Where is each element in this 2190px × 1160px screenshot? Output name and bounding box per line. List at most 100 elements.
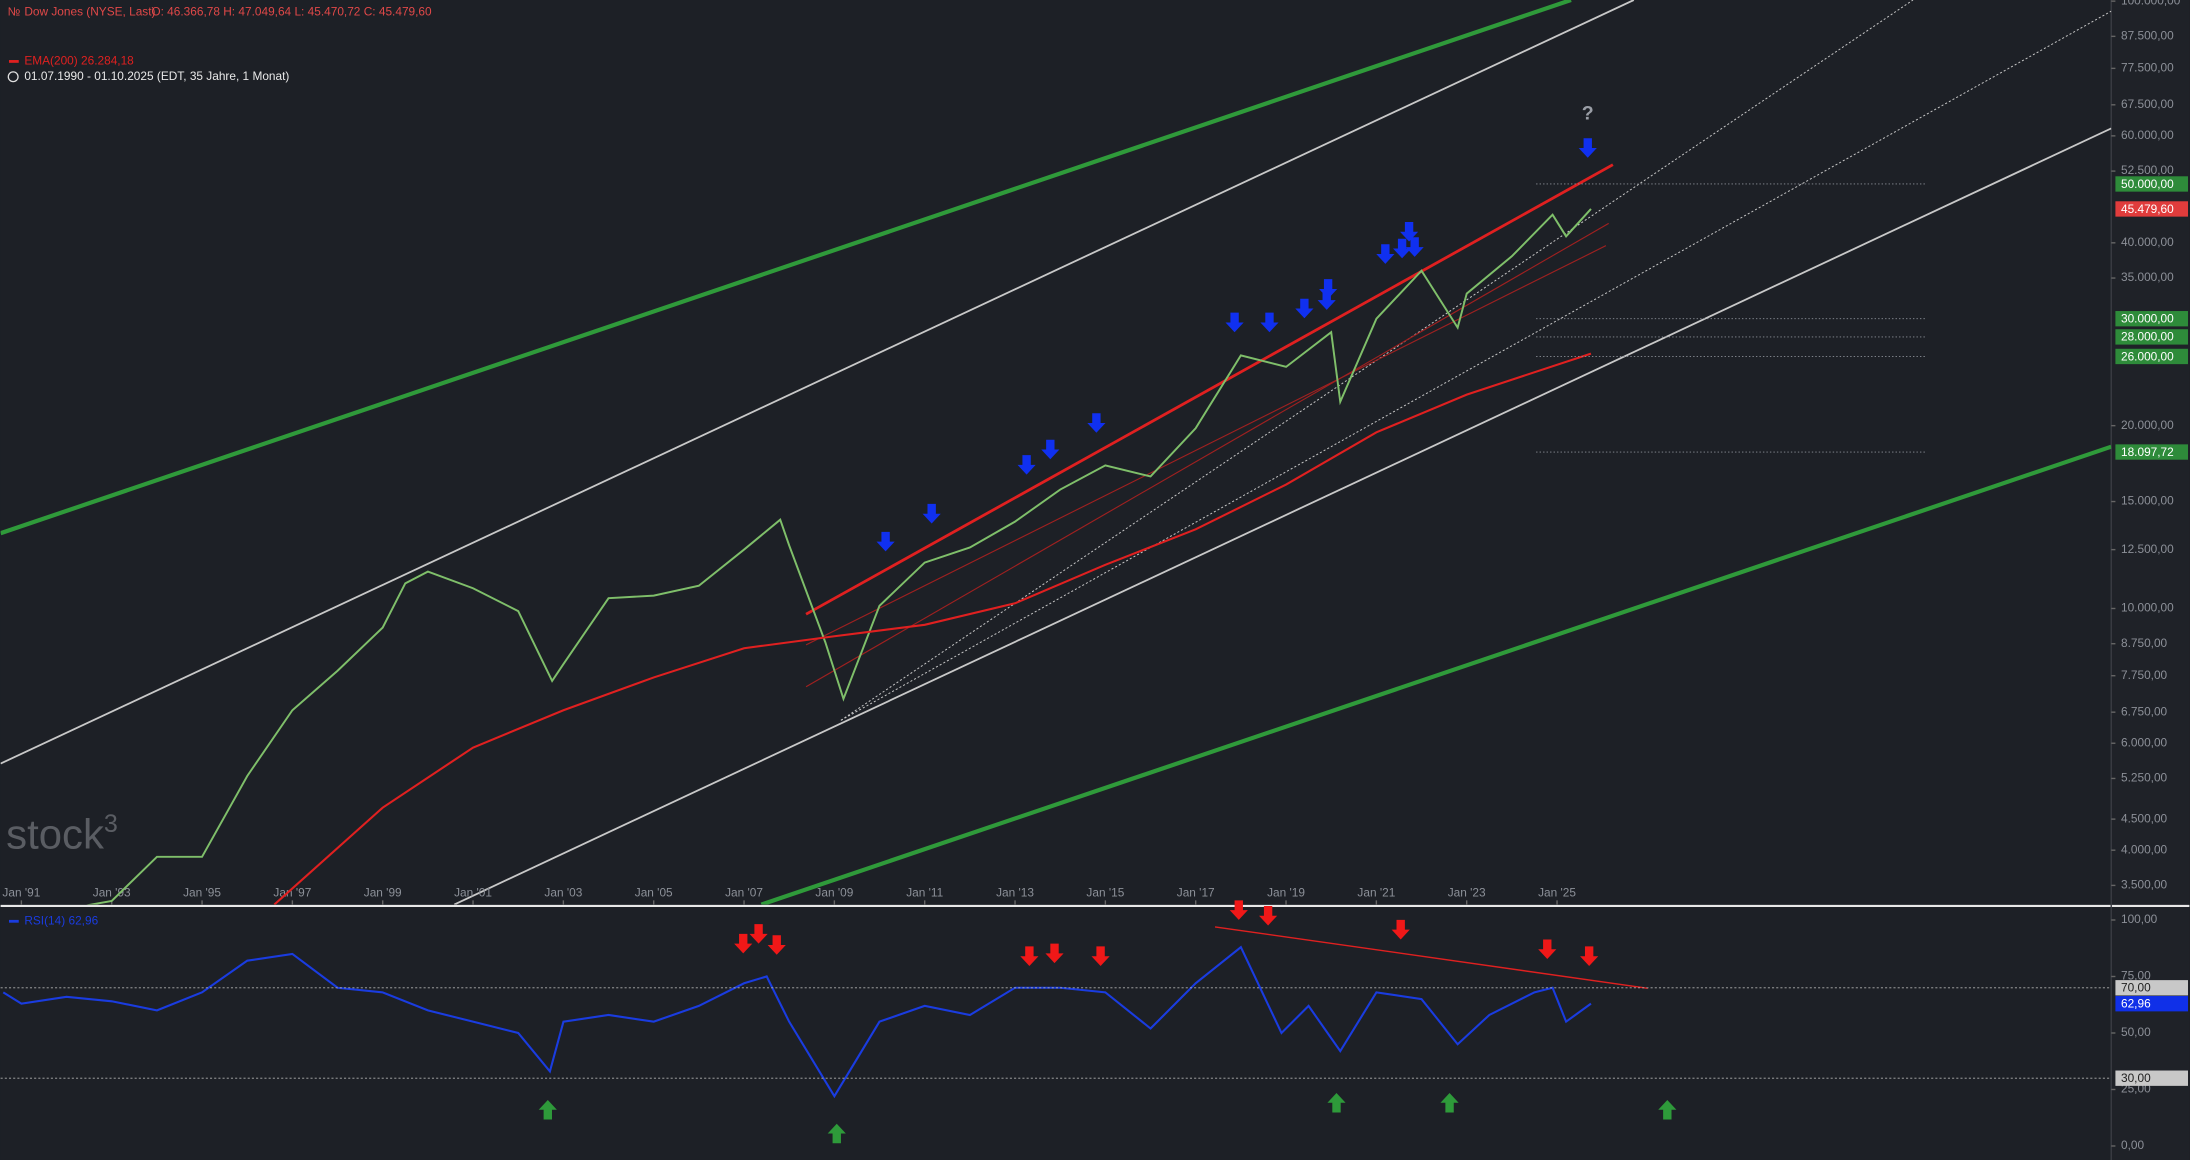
y-tick-label: 7.750,00 [2121,668,2168,682]
signal-arrow [1229,900,1248,920]
series-line [85,208,1592,905]
level-label: 18.097,72 [2121,445,2174,459]
period: 01.07.1990 - 01.10.2025 (EDT, 35 Jahre, … [24,69,289,83]
y-tick-label: 20.000,00 [2121,418,2174,432]
signal-arrow [1327,1092,1346,1113]
trendline [840,10,2112,721]
ohlc-item: C: 45.479,60 [364,5,432,19]
signal-arrow [1020,946,1039,966]
level-badge [2115,348,2188,365]
instrument-title: Dow Jones (NYSE, Last) [24,5,155,19]
rsi-name: RSI(14) [24,913,65,927]
signal-arrow [1225,312,1244,333]
y-tick-label: 87.500,00 [2121,28,2174,42]
level-badge [2115,176,2188,192]
trendline [0,0,1635,765]
level-badge [2115,444,2188,460]
signal-arrow [1400,221,1419,242]
trendline [805,222,1609,688]
rsi-value: 62,96 [68,913,98,927]
x-tick-label: Jan '19 [1267,886,1305,900]
signal-arrow [1087,413,1106,433]
signal-arrow [827,1123,846,1144]
y-tick-label: 5.250,00 [2121,771,2168,785]
x-tick-label: Jan '21 [1357,886,1395,900]
y-tick-label: 6.750,00 [2121,704,2168,718]
signal-arrow [1393,238,1412,259]
axis-panel [2111,0,2190,1160]
period-note: (EDT, 35 Jahre, 1 Monat) [157,69,290,83]
signal-arrow [1405,237,1424,257]
y-tick-label: 6.000,00 [2121,735,2168,749]
y-tick-label: 50,00 [2121,1025,2151,1039]
ohlc-item: H: 47.049,64 [223,5,291,19]
ema-value: 26.284,18 [81,54,134,68]
ema-legend: EMA(200) 26.284,18 [24,54,134,68]
y-tick-label: 100,00 [2121,912,2158,926]
logo: stock3 [6,810,118,858]
signal-arrow [1538,939,1557,959]
trendline [805,163,1614,616]
y-tick-label: 4.000,00 [2121,842,2168,856]
x-tick-label: Jan '95 [183,886,221,900]
level-label: 30,00 [2121,1071,2151,1085]
ohlc-item: O: 46.366,78 [151,5,220,19]
signal-arrow [1580,946,1599,966]
x-tick-label: Jan '11 [906,886,943,900]
x-tick-label: Jan '25 [1538,886,1576,900]
signal-arrow [1658,1099,1677,1120]
signal-arrow [1260,312,1279,333]
signal-arrow [1045,943,1064,964]
y-tick-label: 75,00 [2121,969,2151,983]
level-badge [2115,980,2188,996]
x-tick-label: Jan '07 [725,886,763,900]
rsi-legend: RSI(14) 62,96 [24,913,98,927]
logo-text: stock [6,811,104,858]
y-tick-label: 40.000,00 [2121,235,2174,249]
y-tick-label: 35.000,00 [2121,270,2174,284]
level-label: 62,96 [2121,997,2151,1011]
level-label: 30.000,00 [2121,312,2174,326]
level-label: 70,00 [2121,981,2151,995]
y-tick-label: 4.500,00 [2121,811,2168,825]
annotation: ? [1582,103,1594,125]
ohlc-item: L: 45.470,72 [294,5,360,19]
signal-arrow [876,531,895,552]
trendline [805,245,1607,646]
signal-arrow [1319,279,1338,299]
trendline [453,127,2112,905]
y-tick-label: 8.750,00 [2121,636,2168,650]
level-badge [2115,329,2188,345]
y-tick-label: 67.500,00 [2121,97,2174,111]
signal-arrow [767,935,786,955]
y-tick-label: 60.000,00 [2121,128,2174,142]
rsi-trendline [1214,926,1648,989]
x-tick-label: Jan '15 [1086,886,1124,900]
y-tick-label: 77.500,00 [2121,61,2174,75]
x-tick-label: Jan '01 [454,886,492,900]
x-tick-label: Jan '13 [996,886,1034,900]
signal-arrow [1376,244,1395,264]
x-tick-label: Jan '99 [364,886,402,900]
trendlines [0,0,2112,905]
clock-icon [7,71,19,83]
signal-arrow [1295,298,1314,319]
level-badge [2115,311,2188,327]
plot-area [85,208,1592,905]
y-tick-label: 12.500,00 [2121,542,2174,556]
signal-arrow [1017,455,1036,475]
legend-icon: № [8,5,21,19]
series-line [2,945,1592,1099]
x-tick-label: Jan '09 [815,886,853,900]
signal-arrow [1578,138,1597,158]
y-tick-label: 3.500,00 [2121,878,2168,892]
y-tick-label: 100.000,00 [2121,0,2181,7]
logo-sup: 3 [104,810,118,838]
level-badge [2115,201,2188,217]
signal-arrow [1440,1092,1459,1113]
y-tick-label: 15.000,00 [2121,494,2174,508]
trendline [0,0,1572,536]
signal-arrow [749,924,768,944]
